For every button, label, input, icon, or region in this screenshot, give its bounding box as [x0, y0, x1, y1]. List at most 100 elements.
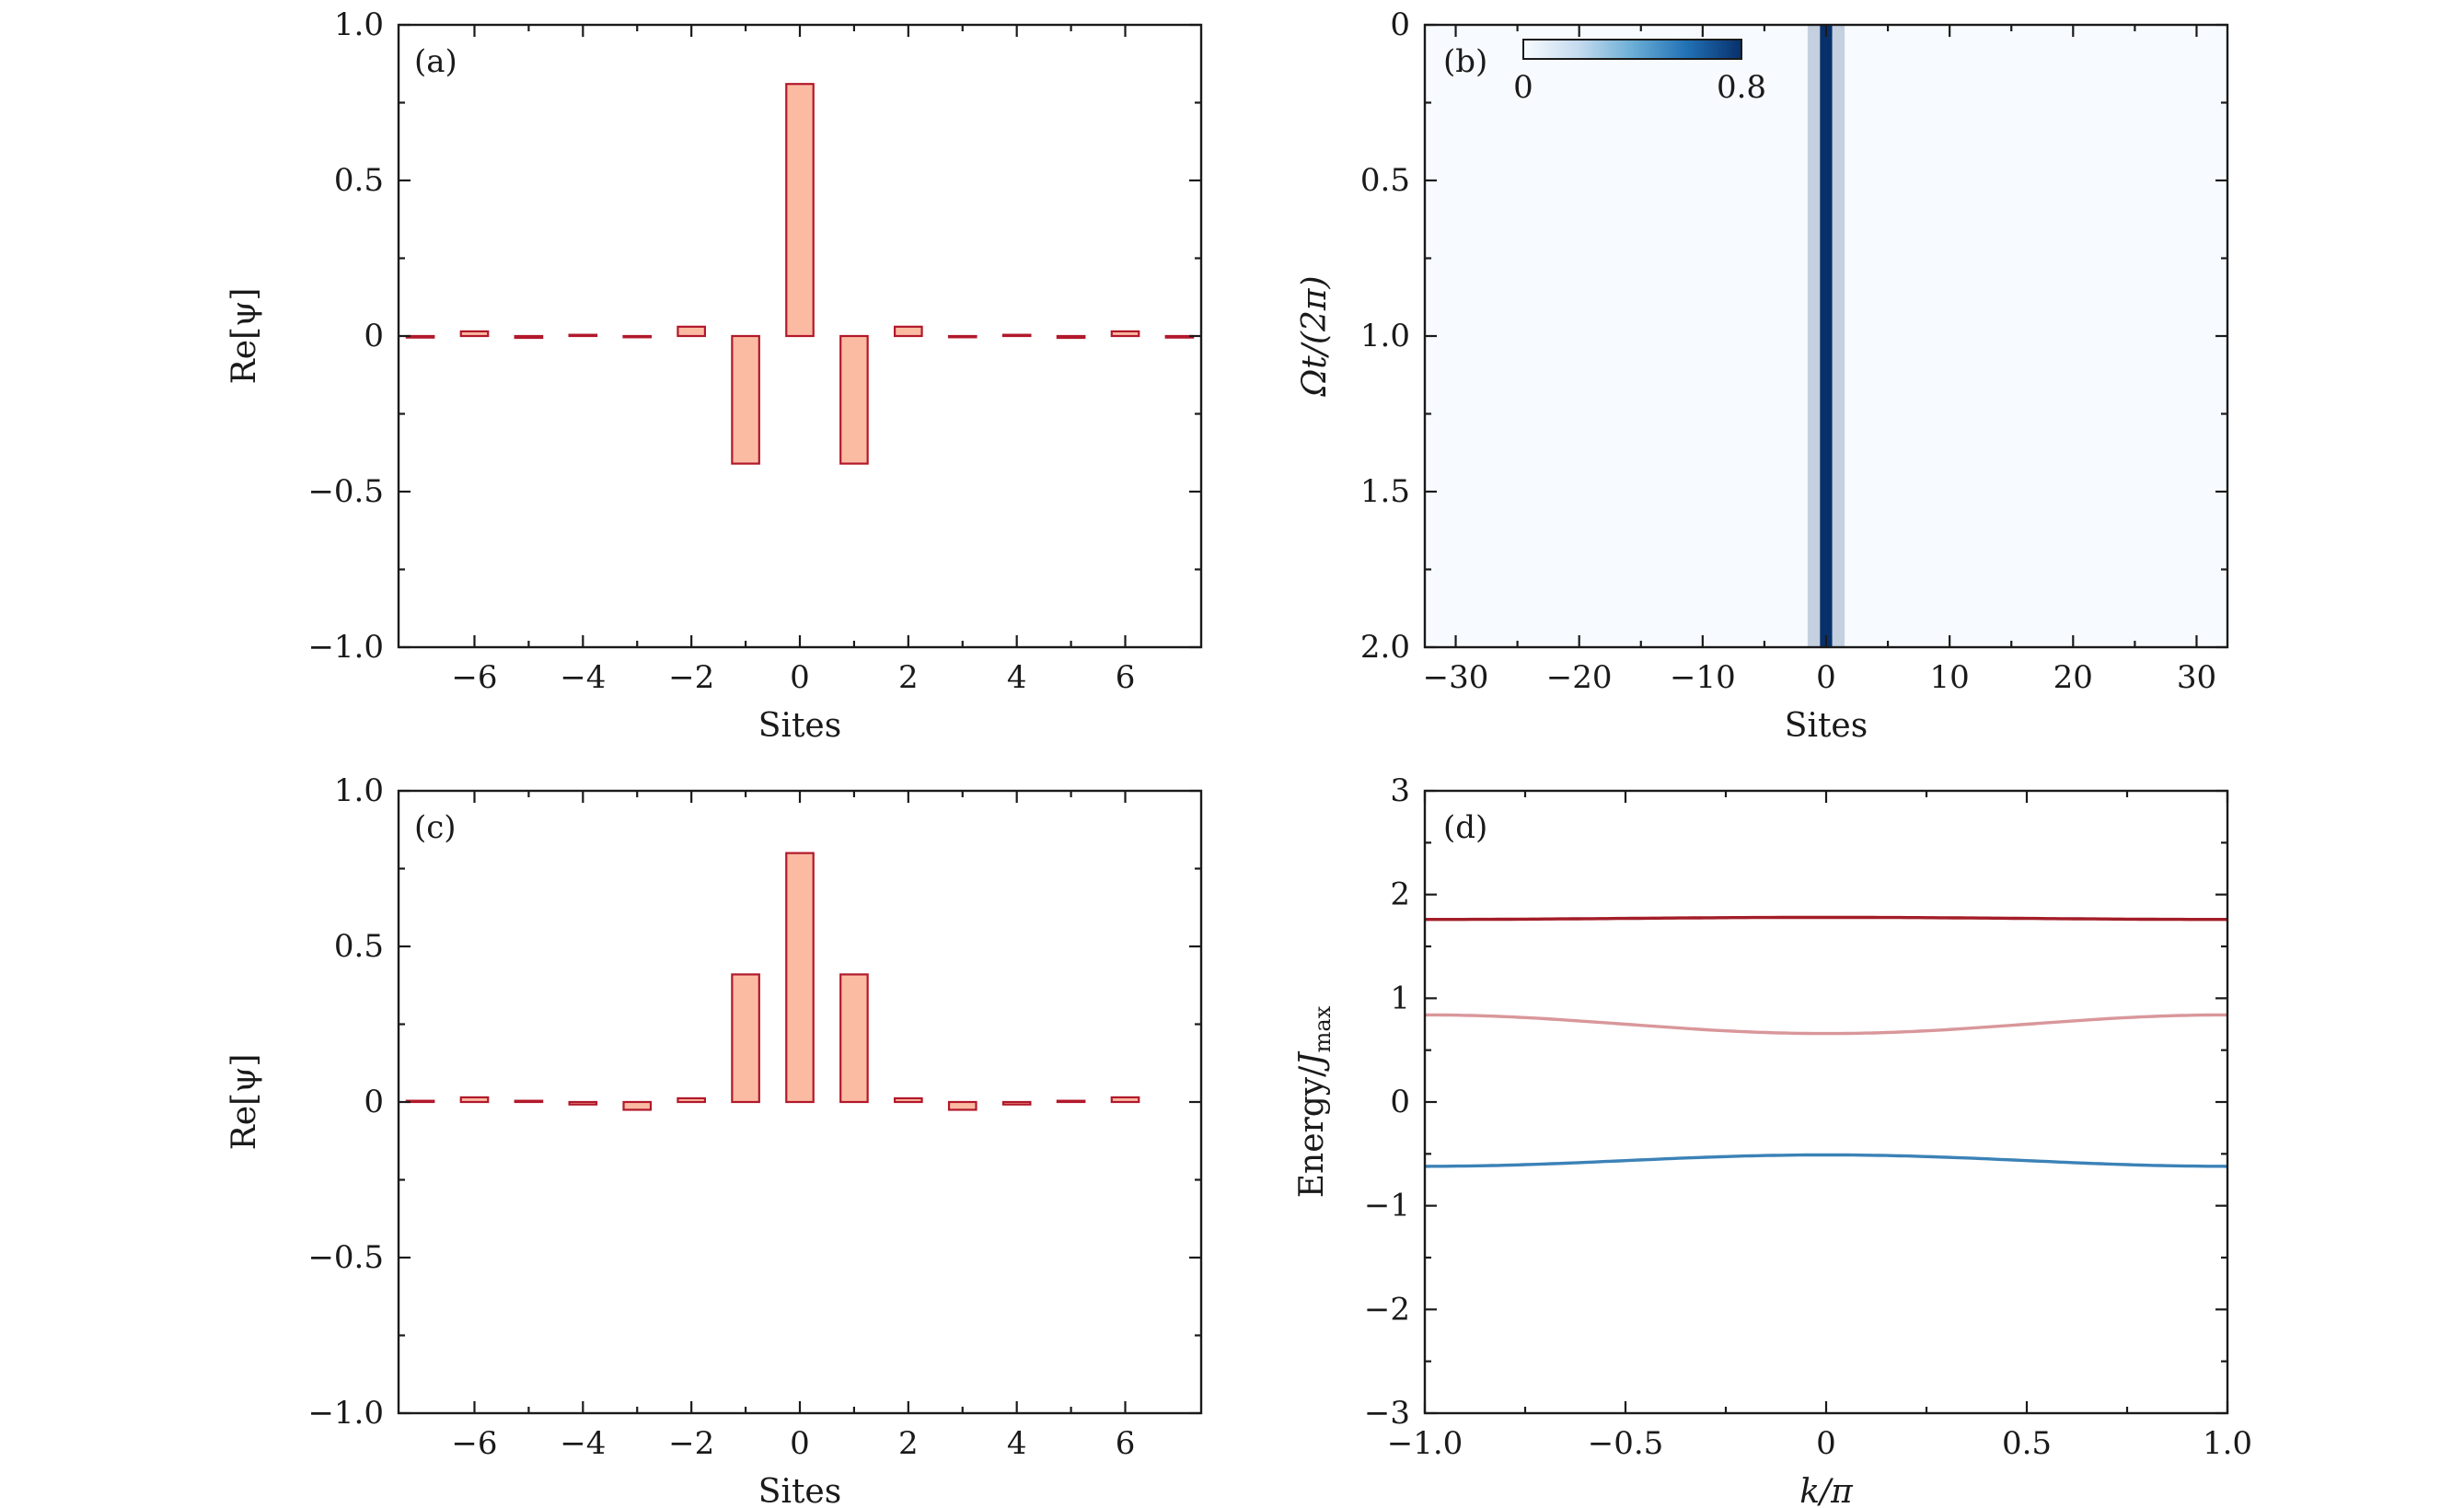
x-tick-label: 4	[1007, 1425, 1027, 1462]
x-tick-label: 6	[1116, 659, 1136, 696]
y-tick-label: 2	[1390, 876, 1410, 913]
y-tick-label: 0	[364, 318, 384, 354]
bar-a-site--2	[677, 325, 706, 338]
panel-a-ylabel: Re[ψ]	[226, 288, 263, 385]
bar-c-site--1	[731, 973, 760, 1104]
panel-c-ylabel: Re[ψ]	[226, 1054, 263, 1151]
y-tick-label: 0	[364, 1084, 384, 1120]
panel-d-frame	[1423, 789, 2229, 1415]
bar-a-site-1	[839, 334, 869, 465]
panel-c-plot	[405, 852, 1140, 1111]
series-line-middle-band	[1425, 1013, 2227, 1036]
x-tick-label: 0	[790, 659, 810, 696]
y-tick-label: −0.5	[307, 473, 384, 510]
panel-a-ylabel-text: Re[ψ]	[226, 288, 263, 385]
colorbar-max-label: 0.8	[1717, 69, 1766, 106]
x-tick-label: −1.0	[1387, 1425, 1463, 1462]
panel-b-plot	[1425, 25, 2227, 647]
panel-b-label: (b)	[1443, 43, 1487, 80]
x-tick-label: −4	[560, 1425, 606, 1462]
x-tick-label: −2	[668, 659, 714, 696]
y-tick-label: 0	[1390, 1084, 1410, 1120]
y-tick-label: 1.0	[334, 6, 384, 43]
panel-d-plot	[1424, 915, 2228, 1168]
bar-a-site-0	[785, 83, 815, 338]
bar-c-site-4	[1001, 1100, 1032, 1106]
bar-c-site-5	[1056, 1099, 1086, 1104]
y-tick-label: 1.0	[334, 772, 384, 809]
bar-c-site--5	[514, 1099, 544, 1104]
panel-b-ticks: −30 −20 −10 0 10 20 30 0 0.5 1.0 1.5 2.0	[1360, 6, 2227, 696]
x-tick-label: 2	[898, 1425, 919, 1462]
bar-a-site-6	[1110, 330, 1140, 338]
panel-a-ticks: −6 −4 −2 0 2 4 6 −1.0 −0.5 0 0.5 1.0	[307, 6, 1201, 696]
x-tick-label: 20	[2053, 659, 2093, 696]
bar-a-site--1	[731, 334, 760, 465]
x-tick-label: 30	[2177, 659, 2216, 696]
panel-c-ticks: −6 −4 −2 0 2 4 6 −1.0 −0.5 0 0.5 1.0	[307, 772, 1201, 1462]
heatmap-column-site-0	[1820, 25, 1833, 647]
y-tick-label: −1.0	[307, 629, 384, 666]
bar-c-site-6	[1110, 1096, 1140, 1104]
panel-d-xlabel: k/π	[1799, 1473, 1854, 1508]
panel-d-ylabel-main: Energy/	[1293, 1065, 1331, 1198]
bar-c-site-3	[947, 1100, 978, 1111]
bar-a-site--5	[514, 334, 544, 340]
x-tick-label: 0	[790, 1425, 810, 1462]
x-tick-label: 2	[898, 659, 919, 696]
y-tick-label: 0	[1390, 6, 1410, 43]
x-tick-label: −30	[1423, 659, 1489, 696]
bar-a-site--4	[568, 333, 598, 338]
x-tick-label: 4	[1007, 659, 1027, 696]
x-tick-label: 10	[1930, 659, 1970, 696]
x-tick-label: 6	[1116, 1425, 1136, 1462]
bar-a-site-2	[894, 325, 923, 338]
y-tick-label: 0.5	[334, 162, 384, 199]
bar-a-site-5	[1056, 334, 1086, 340]
colorbar-min-label: 0	[1513, 69, 1533, 106]
y-tick-label: 1	[1390, 980, 1410, 1016]
panel-a-label: (a)	[414, 43, 457, 80]
bar-a-site--3	[622, 334, 653, 339]
y-tick-label: 2.0	[1360, 629, 1410, 666]
bar-c-site--2	[677, 1096, 706, 1104]
bar-c-site--7	[405, 1099, 435, 1104]
heatmap-column-site--1	[1807, 25, 1821, 647]
series-line-upper-band	[1425, 915, 2227, 922]
series-line-lower-band	[1424, 1153, 2228, 1168]
y-tick-label: −3	[1364, 1395, 1410, 1432]
panel-a-xlabel: Sites	[758, 707, 841, 745]
y-tick-label: 0.5	[334, 928, 384, 965]
panel-a-plot	[405, 83, 1195, 465]
y-tick-label: 0.5	[1360, 162, 1410, 199]
panel-b-xlabel: Sites	[1785, 707, 1868, 745]
panel-c: −6 −4 −2 0 2 4 6 −1.0 −0.5 0 0.5 1.0 (c) Sites Re[ψ…	[226, 772, 1203, 1508]
panel-c-xlabel: Sites	[758, 1473, 841, 1508]
colorbar	[1522, 39, 1742, 60]
x-tick-label: −6	[451, 659, 497, 696]
x-tick-label: 0.5	[2002, 1425, 2052, 1462]
x-tick-label: −6	[451, 1425, 497, 1462]
y-tick-label: −1.0	[307, 1395, 384, 1432]
panel-b-ylabel: Ωt/(2π)	[1296, 275, 1334, 397]
bar-c-site-1	[839, 973, 869, 1104]
x-tick-label: 0	[1816, 659, 1836, 696]
x-tick-label: −10	[1670, 659, 1736, 696]
panel-a: −6 −4 −2 0 2 4 6 −1.0 −0.5 0 0.5 1.0 (a) Sites Re[ψ…	[226, 6, 1203, 745]
y-tick-label: 1.0	[1360, 318, 1410, 354]
y-tick-label: −0.5	[307, 1239, 384, 1276]
panel-d-ylabel-sub: max	[1310, 1005, 1336, 1052]
bar-a-site-7	[1164, 334, 1195, 339]
bar-c-site--3	[622, 1100, 653, 1111]
panel-d-ticks: −1.0 −0.5 0 0.5 1.0 −3 −2 −1 0 1 2 3	[1364, 772, 2252, 1462]
y-tick-label: 1.5	[1360, 473, 1410, 510]
heatmap-column-site-1	[1832, 25, 1845, 647]
y-tick-label: −1	[1364, 1188, 1410, 1224]
bar-c-site-2	[894, 1096, 923, 1104]
bar-c-site--6	[459, 1096, 490, 1104]
x-tick-label: −2	[668, 1425, 714, 1462]
x-tick-label: −0.5	[1588, 1425, 1664, 1462]
bar-a-site--7	[405, 334, 435, 339]
